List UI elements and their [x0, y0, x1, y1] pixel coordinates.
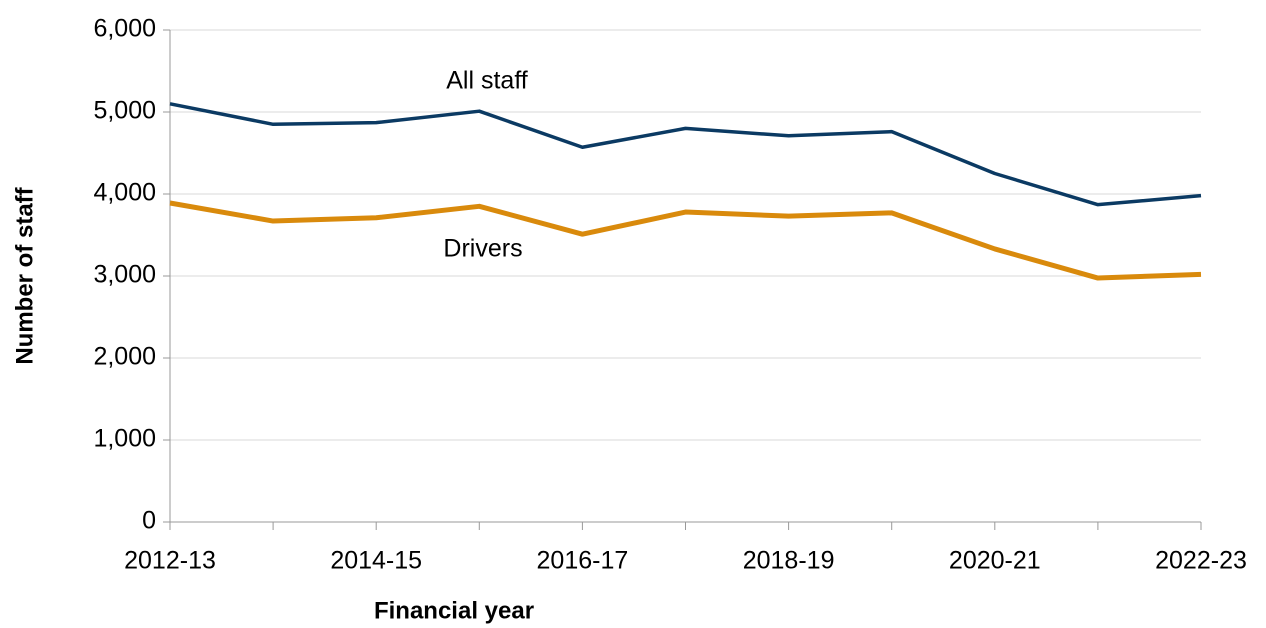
x-axis-title: Financial year: [374, 597, 534, 624]
x-tick-label: 2018-19: [743, 547, 835, 575]
series-line: [169, 200, 1202, 281]
series-line: [169, 102, 1202, 207]
x-tick-label: 2012-13: [124, 547, 216, 575]
y-tick-label: 3,000: [93, 261, 156, 289]
x-tick-label: 2022-23: [1155, 547, 1247, 575]
y-tick-label: 4,000: [93, 179, 156, 207]
series-label: All staff: [446, 67, 528, 95]
y-tick-label: 2,000: [93, 343, 156, 371]
y-tick-label: 1,000: [93, 425, 156, 453]
y-tick-label: 0: [142, 507, 156, 535]
x-tick-label: 2014-15: [330, 547, 422, 575]
y-tick-label: 6,000: [93, 15, 156, 43]
x-tick-label: 2020-21: [949, 547, 1041, 575]
series-label: Drivers: [443, 235, 522, 263]
y-tick-label: 5,000: [93, 97, 156, 125]
y-axis-title: Number of staff: [11, 186, 38, 364]
x-tick-label: 2016-17: [537, 547, 629, 575]
